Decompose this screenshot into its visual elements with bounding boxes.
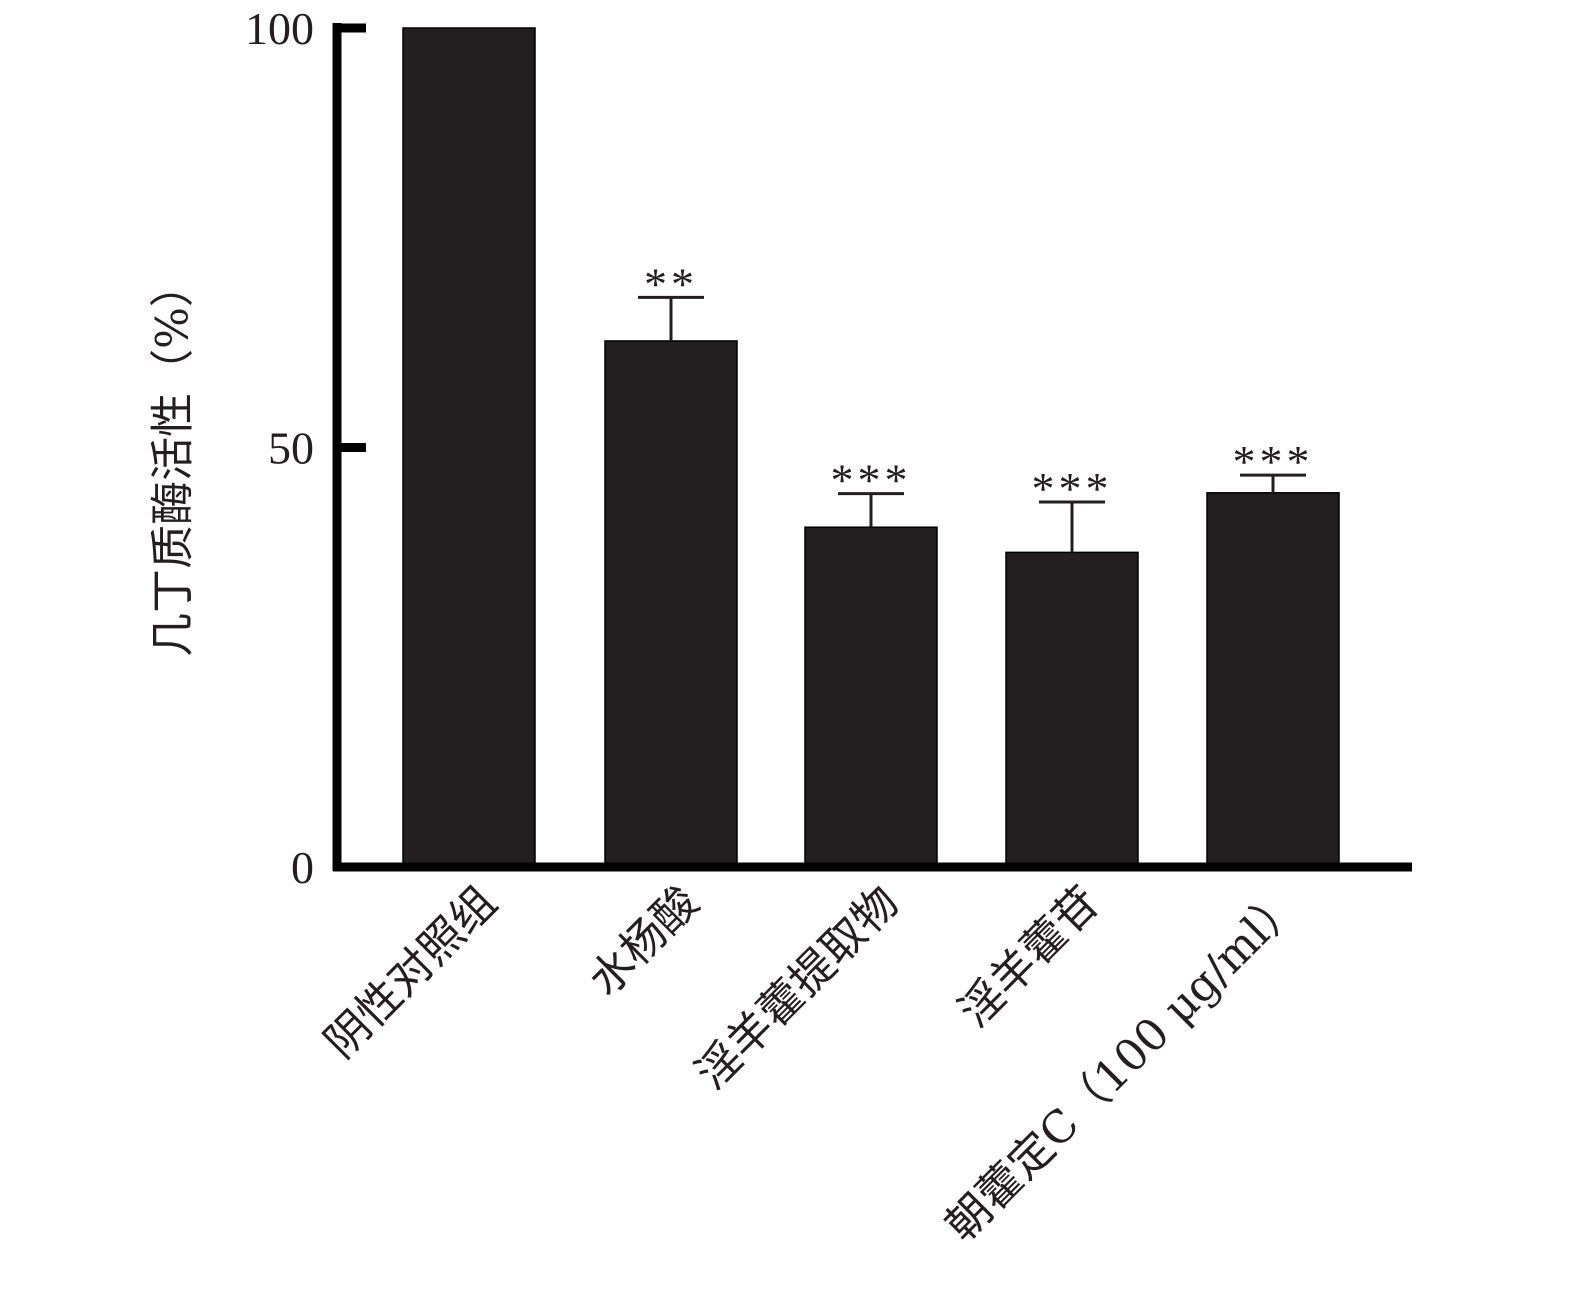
- y-axis-label: 几丁质酶活性（%）: [148, 263, 199, 657]
- significance-1: **: [644, 258, 698, 309]
- x-label-2: 淫羊藿提取物: [686, 877, 909, 1100]
- significance-4: ***: [1233, 436, 1314, 487]
- bars-group: [402, 27, 1340, 868]
- x-label-4: 朝藿定C（100 μg/ml）: [936, 877, 1311, 1252]
- significance-group: ***** ******: [644, 258, 1314, 514]
- y-tick-label-2: 100: [245, 3, 314, 54]
- x-label-0: 阴性对照组: [315, 877, 507, 1069]
- bar-0: [402, 27, 536, 868]
- bar-3: [1005, 551, 1139, 868]
- significance-2: ***: [831, 455, 912, 506]
- bar-2: [804, 526, 938, 868]
- significance-3: ***: [1032, 463, 1113, 514]
- x-label-3: 淫羊藿苷: [949, 877, 1110, 1038]
- x-label-1: 水杨酸: [579, 877, 708, 1006]
- bar-1: [604, 340, 738, 868]
- y-tick-label-1: 50: [268, 423, 314, 474]
- bar-4: [1206, 492, 1340, 868]
- error-bars-group: [638, 295, 1306, 553]
- y-tick-label-0: 0: [291, 842, 314, 893]
- y-ticks-group: 0 50 100: [245, 3, 366, 893]
